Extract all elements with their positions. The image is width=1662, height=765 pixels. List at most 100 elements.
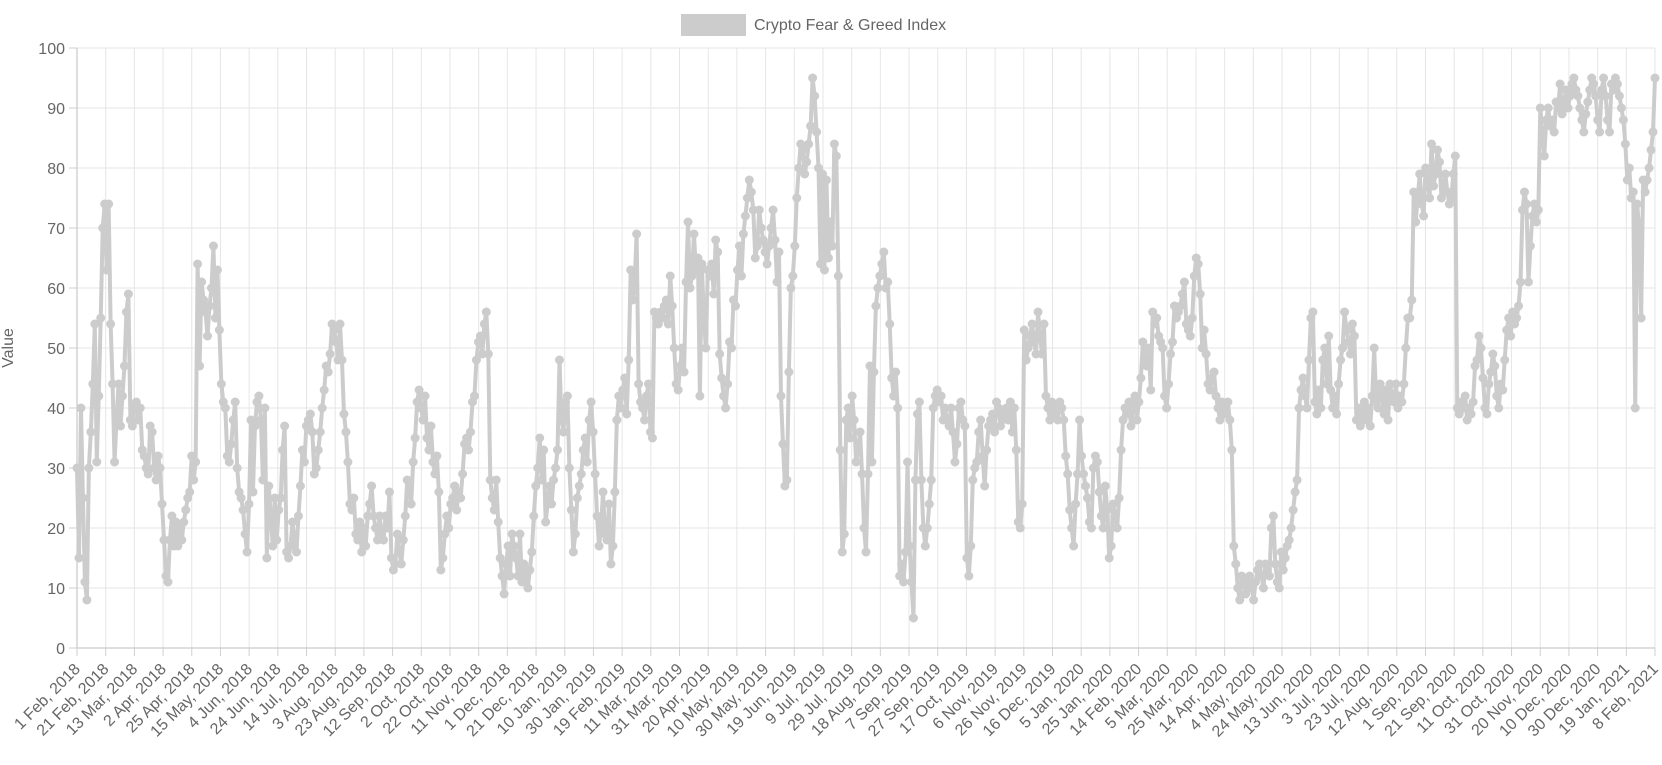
data-point[interactable] (574, 481, 584, 491)
data-point[interactable] (1373, 403, 1383, 413)
data-point[interactable] (1029, 337, 1039, 347)
data-point[interactable] (527, 547, 537, 557)
data-point[interactable] (299, 457, 309, 467)
data-point[interactable] (778, 439, 788, 449)
data-point[interactable] (1233, 583, 1243, 593)
data-point[interactable] (570, 529, 580, 539)
data-point[interactable] (1581, 109, 1591, 119)
data-point[interactable] (1318, 355, 1328, 365)
data-point[interactable] (1302, 403, 1312, 413)
data-point[interactable] (1537, 127, 1547, 137)
data-point[interactable] (734, 241, 744, 251)
data-point[interactable] (475, 331, 485, 341)
data-point[interactable] (511, 553, 521, 563)
data-point[interactable] (1484, 379, 1494, 389)
data-point[interactable] (899, 577, 909, 587)
data-point[interactable] (966, 541, 976, 551)
data-point[interactable] (1227, 445, 1237, 455)
data-point[interactable] (602, 535, 612, 545)
data-point[interactable] (707, 259, 717, 269)
data-point[interactable] (709, 289, 719, 299)
data-point[interactable] (491, 475, 501, 485)
data-point[interactable] (717, 373, 727, 383)
data-point[interactable] (1498, 385, 1508, 395)
data-point[interactable] (598, 487, 608, 497)
data-point[interactable] (1256, 571, 1266, 581)
data-point[interactable] (1429, 181, 1439, 191)
data-point[interactable] (713, 247, 723, 257)
data-point[interactable] (398, 535, 408, 545)
data-point[interactable] (1189, 271, 1199, 281)
data-point[interactable] (191, 457, 201, 467)
data-point[interactable] (135, 403, 145, 413)
data-point[interactable] (1251, 577, 1261, 587)
data-point[interactable] (436, 565, 446, 575)
data-point[interactable] (790, 241, 800, 251)
data-point[interactable] (90, 319, 100, 329)
data-point[interactable] (1294, 403, 1304, 413)
data-point[interactable] (1342, 325, 1352, 335)
data-point[interactable] (606, 559, 616, 569)
data-point[interactable] (1624, 163, 1634, 173)
data-point[interactable] (845, 433, 855, 443)
data-point[interactable] (1539, 151, 1549, 161)
data-point[interactable] (1298, 373, 1308, 383)
data-point[interactable] (392, 529, 402, 539)
data-point[interactable] (1535, 103, 1545, 113)
data-point[interactable] (1201, 349, 1211, 359)
data-point[interactable] (487, 493, 497, 503)
data-point[interactable] (766, 223, 776, 233)
data-point[interactable] (1037, 349, 1047, 359)
data-point[interactable] (1569, 73, 1579, 83)
data-point[interactable] (163, 577, 173, 587)
data-point[interactable] (1612, 79, 1622, 89)
data-point[interactable] (786, 283, 796, 293)
data-point[interactable] (588, 427, 598, 437)
data-point[interactable] (869, 367, 879, 377)
data-point[interactable] (1411, 217, 1421, 227)
data-point[interactable] (400, 511, 410, 521)
data-point[interactable] (622, 409, 632, 419)
data-point[interactable] (873, 283, 883, 293)
data-point[interactable] (529, 511, 539, 521)
data-point[interactable] (926, 475, 936, 485)
data-point[interactable] (1436, 193, 1446, 203)
data-point[interactable] (699, 313, 709, 323)
data-point[interactable] (916, 475, 926, 485)
data-point[interactable] (197, 277, 207, 287)
data-point[interactable] (948, 427, 958, 437)
data-point[interactable] (568, 547, 578, 557)
data-point[interactable] (1345, 349, 1355, 359)
data-point[interactable] (705, 271, 715, 281)
data-point[interactable] (1041, 391, 1051, 401)
data-point[interactable] (78, 493, 88, 503)
data-point[interactable] (1164, 379, 1174, 389)
data-point[interactable] (208, 241, 218, 251)
data-point[interactable] (359, 523, 369, 533)
data-point[interactable] (1086, 523, 1096, 533)
data-point[interactable] (885, 319, 895, 329)
data-point[interactable] (1423, 175, 1433, 185)
data-point[interactable] (794, 163, 804, 173)
data-point[interactable] (280, 421, 290, 431)
data-point[interactable] (380, 511, 390, 521)
data-point[interactable] (216, 379, 226, 389)
data-point[interactable] (1138, 337, 1148, 347)
data-point[interactable] (408, 457, 418, 467)
data-point[interactable] (1448, 169, 1458, 179)
data-point[interactable] (784, 367, 794, 377)
data-point[interactable] (1332, 409, 1342, 419)
data-point[interactable] (831, 151, 841, 161)
data-point[interactable] (1636, 313, 1646, 323)
data-point[interactable] (106, 319, 116, 329)
data-point[interactable] (432, 451, 442, 461)
data-point[interactable] (519, 559, 529, 569)
data-point[interactable] (825, 217, 835, 227)
data-point[interactable] (1397, 397, 1407, 407)
data-point[interactable] (964, 571, 974, 581)
data-point[interactable] (1525, 241, 1535, 251)
data-point[interactable] (1100, 481, 1110, 491)
data-point[interactable] (1573, 91, 1583, 101)
data-point[interactable] (679, 367, 689, 377)
data-point[interactable] (1431, 169, 1440, 179)
